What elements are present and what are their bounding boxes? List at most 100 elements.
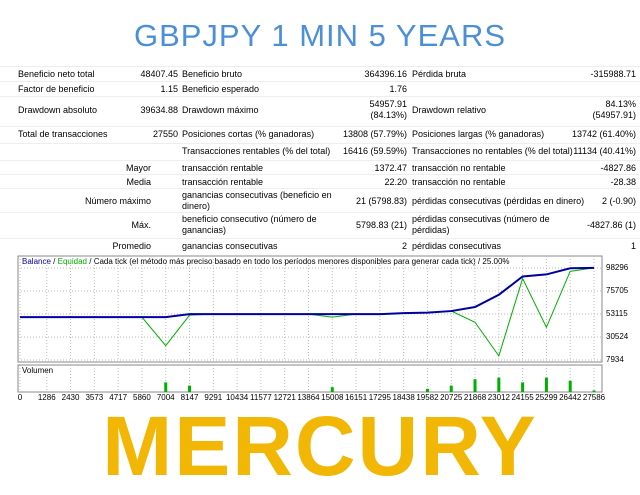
- stat-label: Beneficio neto total: [18, 68, 95, 79]
- volume-bar: [568, 380, 572, 392]
- stats-row: Transacciones rentables (% del total) 164…: [0, 143, 640, 158]
- volume-bar: [330, 387, 334, 392]
- stats-row: Promedio ganancias consecutivas 2 pérdidas …: [0, 238, 640, 253]
- legend-sep: /: [478, 257, 481, 266]
- stat-value: 11134 (40.41%): [573, 145, 636, 156]
- stat-value: 5798.83 (21): [355, 219, 407, 230]
- volume-bar: [473, 379, 477, 392]
- stat-label: Beneficio bruto: [182, 68, 243, 79]
- y-tick-label: 75705: [606, 286, 629, 295]
- x-tick-label: 4717: [109, 393, 127, 400]
- stat-value: 39634.88: [140, 104, 178, 115]
- stats-row: Drawdown absoluto 39634.88 Drawdown máximo…: [0, 96, 640, 123]
- stat-label: Beneficio esperado: [182, 83, 260, 94]
- stat-value: -28.38: [610, 176, 636, 187]
- stat-value: 1.76: [389, 83, 407, 94]
- stats-row: Beneficio neto total 48407.45 Beneficio br…: [0, 66, 640, 81]
- chart: Balance / Equidad / Cada tick (el método…: [17, 255, 629, 400]
- volume-bar: [592, 390, 596, 392]
- legend-sep: /: [89, 257, 92, 266]
- x-tick-label: 3573: [85, 393, 103, 400]
- x-tick-label: 17295: [369, 393, 392, 400]
- x-tick-label: 27586: [583, 393, 606, 400]
- x-tick-label: 9291: [204, 393, 222, 400]
- stat-label: ganancias consecutivas: [182, 240, 278, 251]
- stat-label: Media: [126, 176, 151, 187]
- stats-row: Factor de beneficio 1.15 Beneficio esperad…: [0, 81, 640, 96]
- stat-value: 13808 (57.79%): [342, 128, 407, 139]
- stat-value: 2 (-0.90): [601, 195, 636, 206]
- stat-value: 13742 (61.40%): [571, 128, 636, 139]
- stat-label: Número máximo: [84, 195, 151, 206]
- y-tick-label: 98296: [606, 263, 629, 272]
- stats-row: Mayor transacción rentable 1372.47 transacc…: [0, 160, 640, 175]
- legend-balance: Balance: [22, 257, 51, 266]
- stats-row: Total de transacciones 27550 Posiciones co…: [0, 126, 640, 141]
- legend-equity: Equidad: [58, 257, 87, 266]
- stat-value: -4827.86: [600, 162, 636, 173]
- page: GBPJPY 1 MIN 5 YEARS Beneficio neto tota…: [0, 18, 640, 493]
- stat-label: pérdidas consecutivas (número de pérdida…: [412, 214, 550, 235]
- stat-value: 2: [401, 240, 407, 251]
- volume-bar: [164, 382, 168, 392]
- x-tick-label: 19582: [416, 393, 439, 400]
- stat-value: 22.20: [384, 176, 407, 187]
- x-tick-label: 15008: [321, 393, 344, 400]
- x-tick-label: 2430: [62, 393, 80, 400]
- x-tick-label: 10434: [226, 393, 249, 400]
- volume-label: Volumen: [22, 366, 53, 375]
- x-tick-label: 16151: [345, 393, 368, 400]
- stat-label: beneficio consecutivo (número de gananci…: [182, 214, 317, 235]
- stats-row: Número máximo ganancias consecutivas (ben…: [0, 188, 640, 213]
- stat-label: Drawdown absoluto: [18, 104, 98, 115]
- x-tick-label: 0: [18, 393, 23, 400]
- volume-bar: [497, 377, 501, 392]
- stat-label: ganancias consecutivas (beneficio en din…: [182, 190, 332, 211]
- stat-value: 1: [630, 240, 636, 251]
- volume-bar: [425, 388, 429, 392]
- legend-note: Cada tick (el método más preciso basado …: [94, 257, 476, 266]
- stat-label: pérdidas consecutivas (pérdidas en diner…: [412, 195, 585, 206]
- x-tick-label: 5860: [133, 393, 151, 400]
- volume-frame: [17, 364, 603, 393]
- x-tick-label: 20725: [440, 393, 463, 400]
- stat-value: 1.15: [160, 83, 178, 94]
- stat-label: pérdidas consecutivas: [412, 240, 502, 251]
- stat-label: transacción no rentable: [412, 162, 506, 173]
- stat-label: Drawdown máximo: [182, 104, 259, 115]
- stat-value: 54957.91 (84.13%): [369, 99, 407, 120]
- stat-value: 1372.47: [374, 162, 407, 173]
- stat-label: Pérdida bruta: [412, 68, 467, 79]
- report-title: GBPJPY 1 MIN 5 YEARS: [133, 18, 507, 53]
- stat-label: Máx.: [131, 219, 151, 230]
- stats-row: Media transacción rentable 22.20 transacció…: [0, 174, 640, 189]
- volume-bar: [449, 385, 453, 392]
- balance-line: [20, 266, 595, 319]
- stat-label: Posiciones largas (% ganadoras): [412, 128, 545, 139]
- x-tick-label: 12721: [274, 393, 297, 400]
- stat-label: Total de transacciones: [18, 128, 108, 139]
- x-tick-label: 24155: [511, 393, 534, 400]
- y-tick-label: 53115: [606, 309, 628, 318]
- stats-row: Máx. beneficio consecutivo (número de gan…: [0, 212, 640, 237]
- plot-frame: [17, 255, 603, 363]
- stat-label: transacción rentable: [182, 176, 264, 187]
- x-tick-label: 21868: [464, 393, 487, 400]
- y-tick-label: 7934: [606, 355, 624, 364]
- stat-value: -4827.86 (1): [586, 219, 636, 230]
- y-tick-label: 30524: [606, 332, 629, 341]
- volume-bar: [544, 377, 548, 392]
- x-tick-label: 1286: [38, 393, 56, 400]
- stat-value: 84.13% (54957.91): [592, 99, 636, 120]
- x-tick-label: 26442: [559, 393, 582, 400]
- stat-label: transacción no rentable: [412, 176, 506, 187]
- stat-label: transacción rentable: [182, 162, 264, 173]
- legend-quality: 25.00%: [482, 257, 509, 266]
- stat-value: 364396.16: [364, 68, 407, 79]
- x-tick-label: 25299: [535, 393, 558, 400]
- stat-label: Mayor: [125, 162, 151, 173]
- stat-value: 21 (5798.83): [355, 195, 407, 206]
- footer-title: MERCURY: [102, 399, 538, 493]
- stat-label: Drawdown relativo: [412, 104, 487, 115]
- stat-value: 48407.45: [140, 68, 178, 79]
